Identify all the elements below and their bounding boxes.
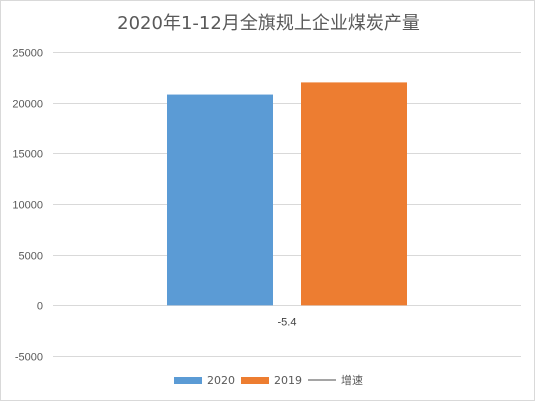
legend-line-growth <box>308 379 336 381</box>
legend-label-2020: 2020 <box>207 373 235 387</box>
legend-swatch-2020 <box>174 376 202 384</box>
y-tick-label-5: 20000 <box>12 99 43 111</box>
legend-swatch-2019 <box>241 376 269 384</box>
bar-2019 <box>301 82 407 306</box>
legend-item-growth: 增速 <box>308 372 363 388</box>
legend: 2020 2019 增速 <box>1 372 534 388</box>
y-tick-label-2: 5000 <box>19 251 43 263</box>
legend-label-2019: 2019 <box>274 373 302 387</box>
y-tick-label-3: 10000 <box>12 200 43 212</box>
legend-label-growth: 增速 <box>341 374 363 387</box>
legend-item-2020: 2020 <box>174 374 235 387</box>
bar-2020 <box>167 94 273 306</box>
chart-title: 2020年1-12月全旗规上企业煤炭产量 <box>117 13 420 34</box>
y-tick-label-6: 25000 <box>12 48 43 60</box>
y-tick-label-4: 15000 <box>12 149 43 161</box>
data-label-growth: -5.4 <box>278 316 297 328</box>
y-tick-label-1: 0 <box>37 301 43 313</box>
y-tick-label-0: -5000 <box>15 352 43 364</box>
legend-item-2019: 2019 <box>241 374 302 387</box>
